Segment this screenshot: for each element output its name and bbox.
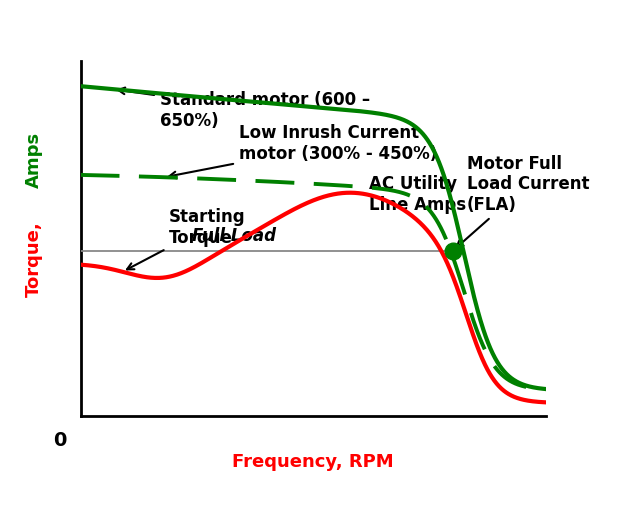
Text: Motor Full
Load Current
(FLA): Motor Full Load Current (FLA)	[456, 155, 589, 247]
Text: Amps: Amps	[25, 132, 43, 188]
Text: 0: 0	[53, 431, 66, 450]
Text: Low Inrush Current
motor (300% - 450%): Low Inrush Current motor (300% - 450%)	[169, 124, 437, 178]
Text: AC Utility
Line Amps: AC Utility Line Amps	[369, 175, 466, 214]
Text: Full Load: Full Load	[192, 227, 276, 244]
Text: Starting
Torque: Starting Torque	[127, 208, 246, 269]
Text: Frequency, RPM: Frequency, RPM	[232, 453, 394, 471]
Text: Standard motor (600 –
650%): Standard motor (600 – 650%)	[118, 88, 370, 130]
Text: Torque,: Torque,	[25, 222, 43, 298]
